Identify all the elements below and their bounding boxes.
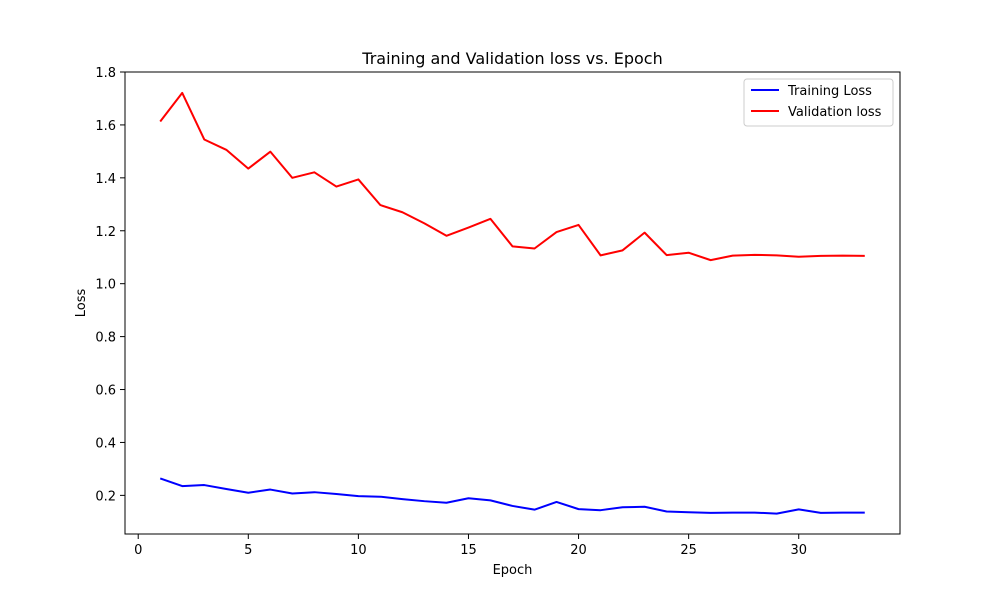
y-tick-label: 1.4	[95, 172, 116, 187]
plot-area	[159, 91, 865, 515]
y-tick-label: 0.6	[95, 384, 116, 399]
x-tick-label: 5	[244, 543, 252, 558]
legend: Training Loss Validation loss	[743, 78, 894, 127]
x-tick-label: 0	[134, 543, 142, 558]
x-tick-label: 25	[680, 543, 697, 558]
y-tick-label: 1.0	[95, 278, 116, 293]
series-line-training-loss	[159, 477, 865, 515]
x-tick-label: 30	[790, 543, 807, 558]
y-axis: 0.2 0.4 0.6 0.8 1.0 1.2 1.4 1.6 1.8	[95, 66, 125, 504]
y-tick-label: 1.8	[95, 66, 116, 81]
y-tick-label: 1.6	[95, 119, 116, 134]
y-tick-label: 0.2	[95, 489, 116, 504]
x-axis: 0 5 10 15 20 25 30	[134, 534, 807, 558]
y-tick-label: 0.4	[95, 436, 116, 451]
x-tick-label: 20	[570, 543, 587, 558]
x-tick-label: 10	[350, 543, 367, 558]
legend-box	[743, 78, 894, 127]
axes-frame	[124, 71, 901, 535]
y-tick-label: 1.2	[95, 225, 116, 240]
y-tick-label: 0.8	[95, 331, 116, 346]
legend-label-training-loss: Training Loss	[787, 84, 872, 99]
x-tick-label: 15	[460, 543, 477, 558]
chart-title: Training and Validation loss vs. Epoch	[361, 49, 662, 68]
y-axis-title: Loss	[74, 289, 89, 318]
x-axis-title: Epoch	[493, 563, 533, 578]
series-line-validation-loss	[159, 91, 865, 262]
legend-label-validation-loss: Validation loss	[788, 105, 882, 120]
